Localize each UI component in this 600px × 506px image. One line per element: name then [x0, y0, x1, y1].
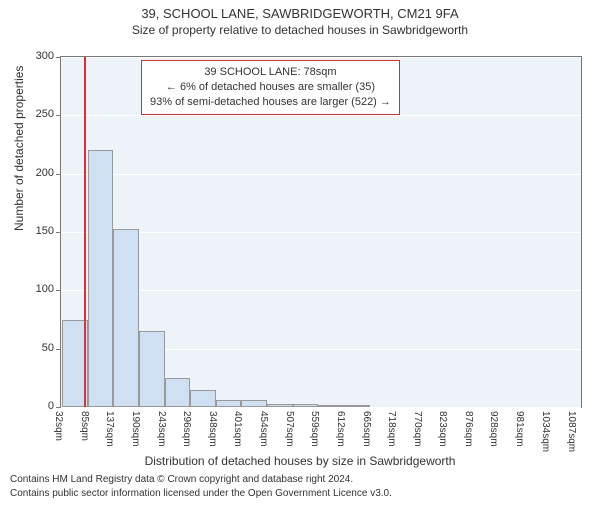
- ytick-mark: [56, 57, 61, 58]
- ytick-mark: [56, 115, 61, 116]
- xtick-label: 770sqm: [412, 411, 423, 447]
- footer-line-2: Contains public sector information licen…: [10, 488, 392, 499]
- xtick-label: 507sqm: [284, 411, 295, 447]
- xtick-label: 823sqm: [437, 411, 448, 447]
- histogram-bar: [267, 404, 293, 408]
- xtick-label: 85sqm: [79, 411, 90, 441]
- xtick-label: 612sqm: [335, 411, 346, 447]
- ytick-mark: [56, 174, 61, 175]
- xtick-label: 401sqm: [232, 411, 243, 447]
- xtick-label: 665sqm: [361, 411, 372, 447]
- xtick-label: 876sqm: [463, 411, 474, 447]
- histogram-bar: [318, 405, 344, 407]
- xtick-label: 559sqm: [309, 411, 320, 447]
- info-box: 39 SCHOOL LANE: 78sqm ← 6% of detached h…: [141, 60, 400, 115]
- gridline-h: [61, 232, 581, 233]
- ytick-mark: [56, 349, 61, 350]
- xtick-label: 981sqm: [514, 411, 525, 447]
- histogram-bar: [139, 331, 165, 407]
- xtick-label: 928sqm: [488, 411, 499, 447]
- xtick-label: 137sqm: [104, 411, 115, 447]
- histogram-bar: [344, 405, 370, 407]
- gridline-h: [61, 407, 581, 408]
- ytick-mark: [56, 290, 61, 291]
- ytick-mark: [56, 407, 61, 408]
- xtick-label: 348sqm: [207, 411, 218, 447]
- histogram-bar: [241, 400, 267, 407]
- reference-line: [84, 57, 86, 407]
- histogram-bar: [113, 229, 139, 408]
- info-line-3: 93% of semi-detached houses are larger (…: [150, 95, 391, 110]
- y-axis-label: Number of detached properties: [12, 66, 26, 231]
- xtick-label: 296sqm: [181, 411, 192, 447]
- xtick-label: 190sqm: [130, 411, 141, 447]
- title-sub: Size of property relative to detached ho…: [0, 23, 600, 37]
- gridline-h: [61, 57, 581, 58]
- xtick-label: 1034sqm: [540, 411, 551, 452]
- xtick-label: 454sqm: [258, 411, 269, 447]
- info-line-1: 39 SCHOOL LANE: 78sqm: [150, 65, 391, 80]
- chart-area: 39 SCHOOL LANE: 78sqm ← 6% of detached h…: [60, 56, 580, 406]
- histogram-bar: [88, 150, 113, 407]
- xtick-label: 243sqm: [156, 411, 167, 447]
- ytick-label: 0: [14, 400, 54, 412]
- gridline-h: [61, 290, 581, 291]
- histogram-bar: [190, 390, 215, 408]
- ytick-mark: [56, 232, 61, 233]
- gridline-h: [61, 174, 581, 175]
- histogram-bar: [165, 378, 191, 407]
- ytick-label: 50: [14, 342, 54, 354]
- footer-line-1: Contains HM Land Registry data © Crown c…: [10, 474, 353, 485]
- xtick-label: 1087sqm: [566, 411, 577, 452]
- title-main: 39, SCHOOL LANE, SAWBRIDGEWORTH, CM21 9F…: [0, 6, 600, 21]
- histogram-bar: [293, 404, 318, 408]
- x-axis-label: Distribution of detached houses by size …: [0, 454, 600, 468]
- gridline-h: [61, 115, 581, 116]
- ytick-label: 300: [14, 50, 54, 62]
- xtick-label: 32sqm: [53, 411, 64, 441]
- xtick-label: 718sqm: [386, 411, 397, 447]
- ytick-label: 100: [14, 283, 54, 295]
- info-line-2: ← 6% of detached houses are smaller (35): [150, 80, 391, 95]
- histogram-bar: [216, 400, 242, 407]
